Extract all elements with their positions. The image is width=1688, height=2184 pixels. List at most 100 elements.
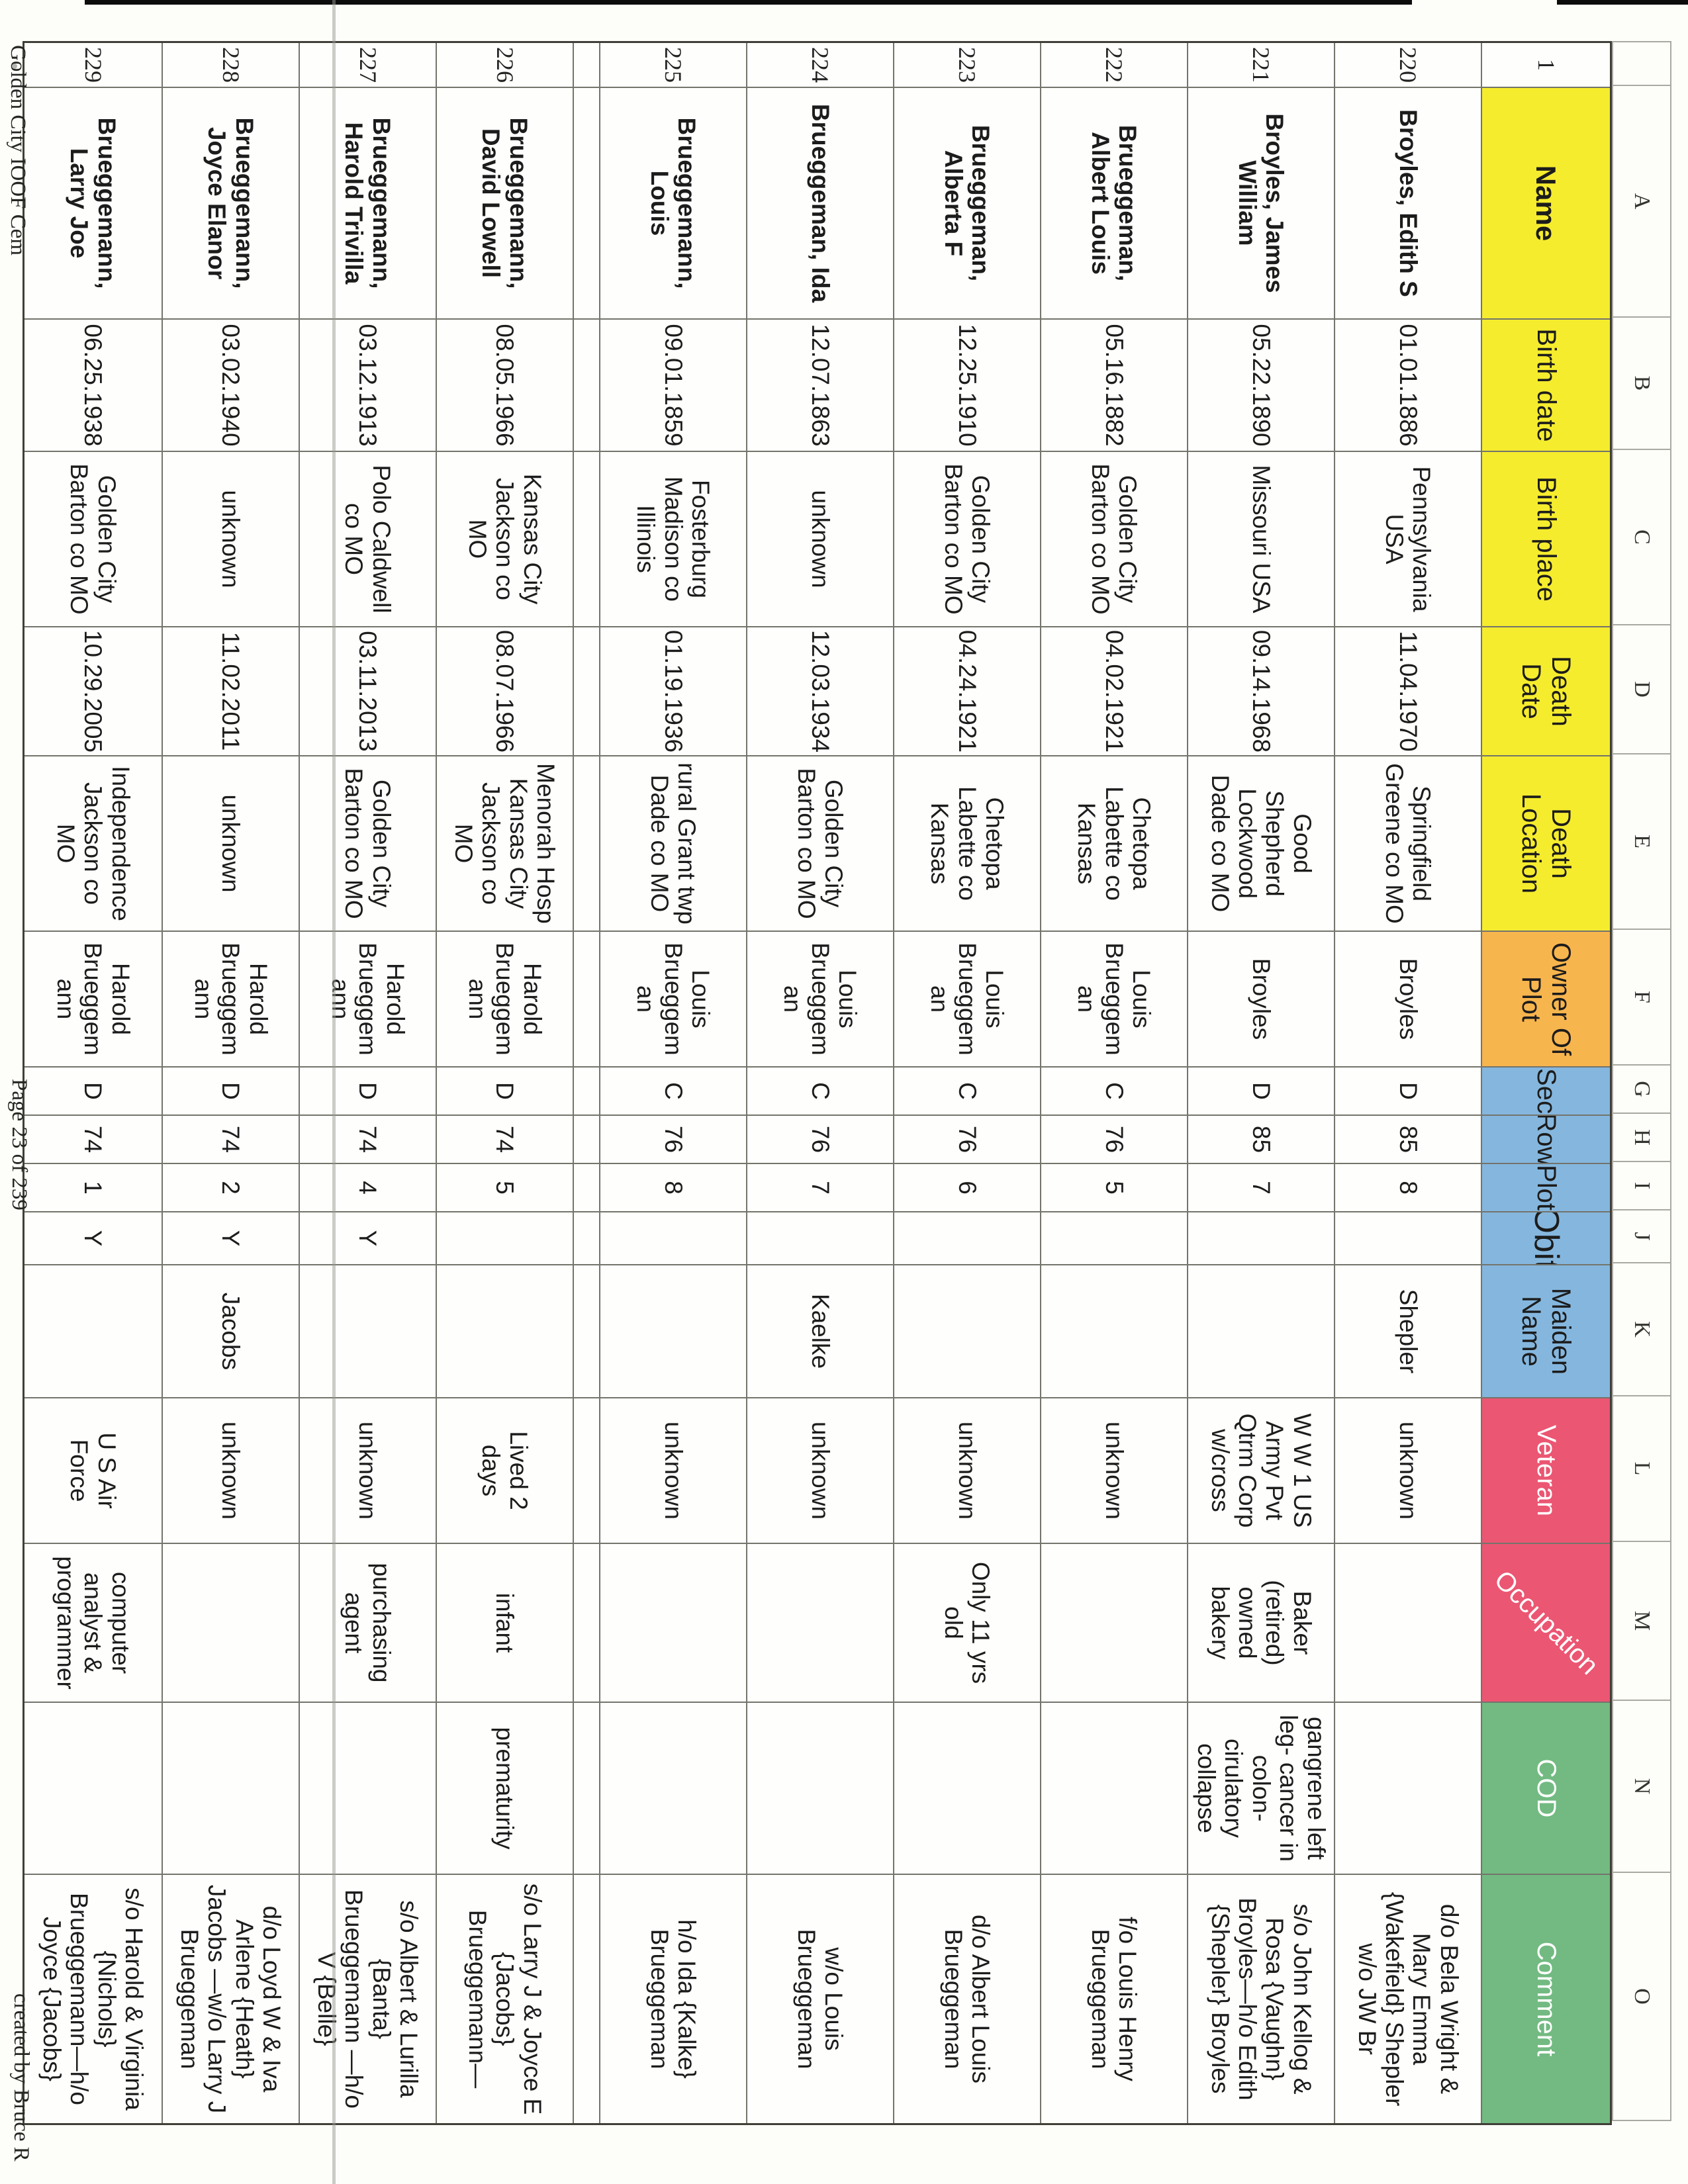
cell-K-224: Kaelke (746, 1265, 893, 1398)
cell-C-226: Kansas City Jackson co MO (436, 452, 573, 627)
cell-D-220: 11.04.1970 (1334, 627, 1481, 756)
scan-crease (332, 0, 336, 2184)
cell-A-227: Brueggemann, Harold Trivilla (299, 88, 436, 320)
cell-I-221: 7 (1187, 1164, 1334, 1212)
cell-C-224: unknown (746, 452, 893, 627)
cell-K-222 (1040, 1265, 1187, 1398)
cell-E-223: Chetopa Labette co Kansas (893, 756, 1040, 932)
cell-B-227: 03.12.1913 (299, 320, 436, 452)
column-letter-J: J (1612, 1210, 1671, 1263)
column-letter-G: G (1612, 1066, 1671, 1114)
cell-D-223: 04.24.1921 (893, 627, 1040, 756)
cell-B-220: 01.01.1886 (1334, 320, 1481, 452)
cell-I-220: 8 (1334, 1164, 1481, 1212)
cell-I-225: 8 (599, 1164, 746, 1212)
cell-I-229: 1 (24, 1164, 162, 1212)
cell-B-228: 03.02.1940 (162, 320, 299, 452)
row-number-228: 228 (162, 43, 299, 88)
cell-O-228: d/o Loyd W & Iva Arlene {Heath} Jacobs —… (162, 1875, 299, 2123)
cell-O-223: d/o Albert Louis Brueggeman (893, 1875, 1040, 2123)
cell-L-223: unknown (893, 1398, 1040, 1544)
cell-J-221 (1187, 1212, 1334, 1265)
cell-L-229: U S Air Force (24, 1398, 162, 1544)
footer-title: Golden City IOOF Cem (6, 45, 30, 256)
column-letter-H: H (1612, 1114, 1671, 1162)
cell-I-227: 4 (299, 1164, 436, 1212)
cell-M-228 (162, 1544, 299, 1703)
column-letter-A: A (1612, 86, 1671, 318)
cell-M-220 (1334, 1544, 1481, 1703)
cell-F-227: Harold Brueggemann (299, 932, 436, 1068)
cell-K-227 (299, 1265, 436, 1398)
footer-page-number: Page 23 of 239 (7, 1079, 31, 1210)
header-sec: Sec (1481, 1068, 1610, 1116)
cell-B-224: 12.07.1863 (746, 320, 893, 452)
cell-E-221: Good Shepherd Lockwood Dade co MO (1187, 756, 1334, 932)
column-letter-I: I (1612, 1162, 1671, 1210)
corner-cell (1612, 41, 1671, 86)
cell-C-229: Golden City Barton co MO (24, 452, 162, 627)
row-number-227: 227 (299, 43, 436, 88)
cell-A-blank (573, 88, 599, 320)
cell-J-222 (1040, 1212, 1187, 1265)
cell-J-226 (436, 1212, 573, 1265)
cell-O-220: d/o Bela Wright & Mary Emma {Wakefield} … (1334, 1875, 1481, 2123)
cell-F-222: Louis Brueggeman (1040, 932, 1187, 1068)
cell-B-blank (573, 320, 599, 452)
cell-J-227: Y (299, 1212, 436, 1265)
cell-N-229 (24, 1703, 162, 1875)
cell-O-225: h/o Ida {Kalke} Brueggeman (599, 1875, 746, 2123)
header-row: Row (1481, 1116, 1610, 1164)
cell-C-225: Fosterburg Madison co Illinois (599, 452, 746, 627)
cell-F-220: Broyles (1334, 932, 1481, 1068)
cell-H-225: 76 (599, 1116, 746, 1164)
cell-I-223: 6 (893, 1164, 1040, 1212)
row-number-224: 224 (746, 43, 893, 88)
cell-J-224 (746, 1212, 893, 1265)
cell-H-blank (573, 1116, 599, 1164)
cell-B-226: 08.05.1966 (436, 320, 573, 452)
cell-L-226: Lived 2 days (436, 1398, 573, 1544)
cell-G-227: D (299, 1068, 436, 1116)
cell-K-228: Jacobs (162, 1265, 299, 1398)
row-number-222: 222 (1040, 43, 1187, 88)
cell-M-229: computer analyst & programmer (24, 1544, 162, 1703)
cell-H-229: 74 (24, 1116, 162, 1164)
header-plot: Plot (1481, 1164, 1610, 1212)
cell-E-224: Golden City Barton co MO (746, 756, 893, 932)
cell-O-224: w/o Louis Brueggeman (746, 1875, 893, 2123)
cell-I-blank (573, 1164, 599, 1212)
cell-H-221: 85 (1187, 1116, 1334, 1164)
cell-A-222: Brueggeman, Albert Louis (1040, 88, 1187, 320)
cell-G-226: D (436, 1068, 573, 1116)
cell-C-blank (573, 452, 599, 627)
cell-C-223: Golden City Barton co MO (893, 452, 1040, 627)
cell-G-229: D (24, 1068, 162, 1116)
cell-M-221: Baker (retired) owned bakery (1187, 1544, 1334, 1703)
cell-A-226: Brueggemann, David Lowell (436, 88, 573, 320)
cell-I-224: 7 (746, 1164, 893, 1212)
cell-A-223: Brueggeman, Alberta F (893, 88, 1040, 320)
header-death-location: Death Location (1481, 756, 1610, 932)
header-obit: Obit (1481, 1212, 1610, 1265)
cell-D-221: 09.14.1968 (1187, 627, 1334, 756)
cell-H-220: 85 (1334, 1116, 1481, 1164)
cell-H-223: 76 (893, 1116, 1040, 1164)
cell-F-223: Louis Brueggeman (893, 932, 1040, 1068)
cell-M-223: Only 11 yrs old (893, 1544, 1040, 1703)
cell-I-222: 5 (1040, 1164, 1187, 1212)
cell-C-227: Polo Caldwell co MO (299, 452, 436, 627)
column-letter-L: L (1612, 1396, 1671, 1542)
cell-H-226: 74 (436, 1116, 573, 1164)
header-name: Name (1481, 88, 1610, 320)
cell-I-228: 2 (162, 1164, 299, 1212)
cell-L-227: unknown (299, 1398, 436, 1544)
cell-J-blank (573, 1212, 599, 1265)
column-letter-D: D (1612, 625, 1671, 754)
cell-E-225: rural Grant twp Dade co MO (599, 756, 746, 932)
cell-N-227 (299, 1703, 436, 1875)
column-letter-N: N (1612, 1701, 1671, 1873)
cell-D-226: 08.07.1966 (436, 627, 573, 756)
